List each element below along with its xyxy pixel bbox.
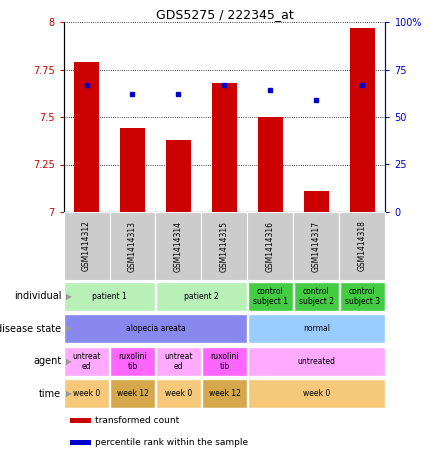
Text: GSM1414318: GSM1414318 <box>358 221 367 271</box>
Text: individual: individual <box>14 291 61 301</box>
Bar <box>350 28 375 212</box>
Bar <box>304 191 329 212</box>
Bar <box>155 212 201 280</box>
Text: percentile rank within the sample: percentile rank within the sample <box>95 438 248 447</box>
Bar <box>248 314 385 343</box>
Bar <box>110 212 155 280</box>
Bar <box>156 379 201 408</box>
Bar <box>201 212 247 280</box>
Bar <box>248 347 385 376</box>
Text: GSM1414315: GSM1414315 <box>220 221 229 271</box>
Text: untreat
ed: untreat ed <box>164 352 193 371</box>
Bar <box>156 282 247 311</box>
Text: untreat
ed: untreat ed <box>72 352 101 371</box>
Bar <box>293 212 339 280</box>
Bar <box>166 140 191 212</box>
Text: control
subject 2: control subject 2 <box>299 287 334 306</box>
Text: time: time <box>39 389 61 399</box>
Bar <box>64 379 109 408</box>
Text: GSM1414313: GSM1414313 <box>128 221 137 271</box>
Bar <box>70 440 91 445</box>
Text: ▶: ▶ <box>66 357 71 366</box>
Bar <box>202 379 247 408</box>
Bar <box>248 379 385 408</box>
Text: week 0: week 0 <box>165 389 192 398</box>
Text: week 0: week 0 <box>303 389 330 398</box>
Text: GSM1414316: GSM1414316 <box>266 221 275 271</box>
Text: week 12: week 12 <box>208 389 240 398</box>
Bar <box>258 117 283 212</box>
Bar <box>110 379 155 408</box>
Text: patient 1: patient 1 <box>92 292 127 301</box>
Bar <box>294 282 339 311</box>
Bar <box>110 347 155 376</box>
Bar <box>202 347 247 376</box>
Text: disease state: disease state <box>0 324 61 334</box>
Bar <box>120 128 145 212</box>
Text: transformed count: transformed count <box>95 416 179 425</box>
Text: week 12: week 12 <box>117 389 148 398</box>
Text: control
subject 1: control subject 1 <box>253 287 288 306</box>
Bar <box>339 212 385 280</box>
Text: untreated: untreated <box>297 357 336 366</box>
Text: ▶: ▶ <box>66 324 71 333</box>
Text: alopecia areata: alopecia areata <box>126 324 185 333</box>
Bar <box>64 347 109 376</box>
Bar <box>64 314 247 343</box>
Bar <box>74 62 99 212</box>
Title: GDS5275 / 222345_at: GDS5275 / 222345_at <box>155 8 293 21</box>
Text: normal: normal <box>303 324 330 333</box>
Text: GSM1414312: GSM1414312 <box>82 221 91 271</box>
Text: patient 2: patient 2 <box>184 292 219 301</box>
Text: ▶: ▶ <box>66 389 71 398</box>
Bar <box>64 282 155 311</box>
Text: control
subject 3: control subject 3 <box>345 287 380 306</box>
Bar <box>70 418 91 424</box>
Bar <box>247 212 293 280</box>
Bar <box>156 347 201 376</box>
Text: GSM1414314: GSM1414314 <box>174 221 183 271</box>
Text: agent: agent <box>33 356 61 366</box>
Text: ruxolini
tib: ruxolini tib <box>118 352 147 371</box>
Bar <box>212 83 237 212</box>
Bar <box>248 282 293 311</box>
Text: ruxolini
tib: ruxolini tib <box>210 352 239 371</box>
Text: GSM1414317: GSM1414317 <box>312 221 321 271</box>
Bar <box>64 212 110 280</box>
Text: week 0: week 0 <box>73 389 100 398</box>
Text: ▶: ▶ <box>66 292 71 301</box>
Bar <box>340 282 385 311</box>
